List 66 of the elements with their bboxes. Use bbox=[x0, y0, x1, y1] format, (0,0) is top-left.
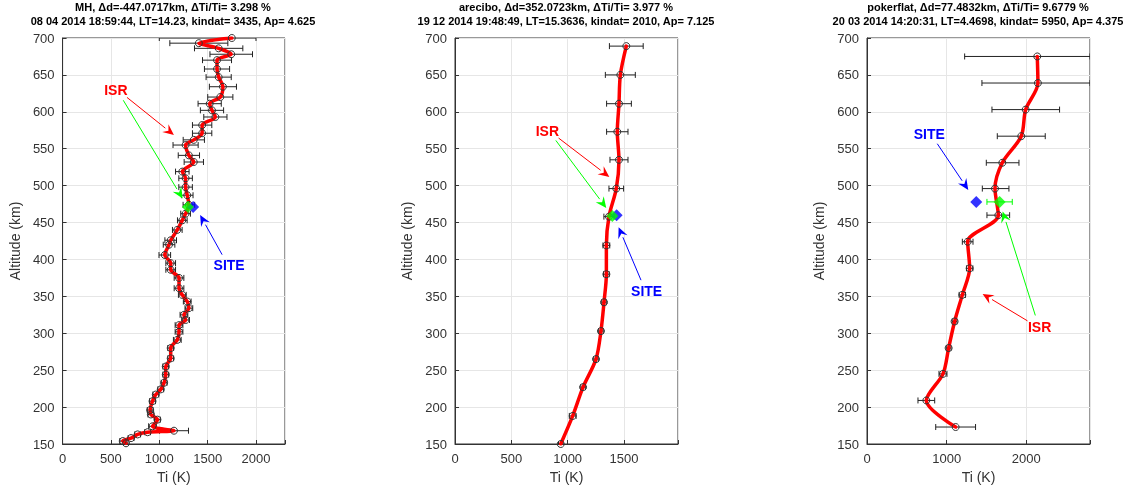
chart-subtitle: 20 03 2014 14:20:31, LT=4.4698, kindat= 5950, Ap= 4.375 bbox=[832, 14, 1124, 27]
y-axis-title: Altitude (km) bbox=[811, 201, 828, 281]
x-tick-label: 0 bbox=[58, 451, 67, 466]
y-tick-label: 450 bbox=[425, 215, 447, 231]
y-tick-label: 500 bbox=[32, 178, 55, 194]
y-axis-title: Altitude (km) bbox=[399, 201, 416, 281]
y-tick-label: 500 bbox=[837, 178, 859, 194]
y-tick-label: 250 bbox=[425, 362, 447, 378]
x-tick-label: 1500 bbox=[609, 451, 639, 466]
y-tick-label: 550 bbox=[425, 141, 447, 157]
y-tick-label: 700 bbox=[32, 30, 55, 46]
annotation: ISR bbox=[535, 122, 560, 139]
x-tick-label: 0 bbox=[451, 451, 459, 466]
x-tick-label: 1000 bbox=[553, 451, 583, 466]
annotation: SITE bbox=[213, 257, 245, 274]
x-tick-label: 2000 bbox=[241, 451, 271, 466]
x-tick-label: 1500 bbox=[193, 451, 223, 466]
annotation: SITE bbox=[631, 283, 663, 300]
y-tick-label: 300 bbox=[425, 325, 447, 341]
y-tick-label: 600 bbox=[837, 104, 859, 120]
x-axis-title: Ti (K) bbox=[156, 468, 191, 485]
y-tick-label: 650 bbox=[425, 67, 447, 83]
annotation: ISR bbox=[104, 82, 128, 99]
x-tick-label: 0 bbox=[863, 451, 871, 466]
chart-title: MH, Δd=-447.0717km, ΔTi/Ti= 3.298 % bbox=[75, 0, 272, 13]
y-tick-label: 300 bbox=[32, 325, 55, 341]
y-tick-label: 550 bbox=[32, 141, 55, 157]
chart-subtitle: 19 12 2014 19:48:49, LT=15.3636, kindat= 2010, Ap= 7.125 bbox=[417, 14, 715, 27]
annotation: ISR bbox=[1027, 318, 1052, 335]
y-tick-label: 350 bbox=[425, 288, 447, 304]
chart-title: arecibo, Δd=352.0723km, ΔTi/Ti= 3.977 % bbox=[458, 0, 674, 13]
chart-subtitle: 08 04 2014 18:59:44, LT=14.23, kindat= 3435, Ap= 4.625 bbox=[30, 14, 316, 27]
y-tick-label: 700 bbox=[837, 30, 859, 46]
y-tick-label: 200 bbox=[425, 399, 447, 415]
y-tick-label: 200 bbox=[32, 399, 55, 415]
chart-title: pokerflat, Δd=77.4832km, ΔTi/Ti= 9.6779 % bbox=[867, 0, 1089, 13]
y-tick-label: 550 bbox=[837, 141, 859, 157]
y-tick-label: 650 bbox=[837, 67, 859, 83]
x-tick-label: 2000 bbox=[1011, 451, 1041, 466]
y-tick-label: 350 bbox=[32, 288, 55, 304]
y-tick-label: 600 bbox=[425, 104, 447, 120]
y-tick-label: 200 bbox=[837, 399, 859, 415]
y-axis-title: Altitude (km) bbox=[7, 201, 23, 281]
y-tick-label: 300 bbox=[837, 325, 859, 341]
y-tick-label: 700 bbox=[425, 30, 447, 46]
y-tick-label: 150 bbox=[32, 436, 55, 452]
y-tick-label: 400 bbox=[32, 251, 55, 267]
annotation: SITE bbox=[913, 125, 945, 142]
y-tick-label: 150 bbox=[837, 436, 859, 452]
y-tick-label: 250 bbox=[837, 362, 859, 378]
y-tick-label: 150 bbox=[425, 436, 447, 452]
x-tick-label: 1000 bbox=[932, 451, 962, 466]
x-axis-title: Ti (K) bbox=[549, 468, 584, 485]
y-tick-label: 450 bbox=[32, 215, 55, 231]
y-tick-label: 650 bbox=[32, 67, 55, 83]
y-tick-label: 400 bbox=[837, 251, 859, 267]
x-tick-label: 500 bbox=[100, 451, 122, 466]
y-tick-label: 250 bbox=[32, 362, 55, 378]
y-tick-label: 400 bbox=[425, 251, 447, 267]
x-axis-title: Ti (K) bbox=[961, 468, 996, 485]
y-tick-label: 500 bbox=[425, 178, 447, 194]
x-tick-label: 500 bbox=[500, 451, 523, 466]
y-tick-label: 600 bbox=[32, 104, 55, 120]
y-tick-label: 450 bbox=[837, 215, 859, 231]
y-tick-label: 350 bbox=[837, 288, 859, 304]
x-tick-label: 1000 bbox=[144, 451, 174, 466]
